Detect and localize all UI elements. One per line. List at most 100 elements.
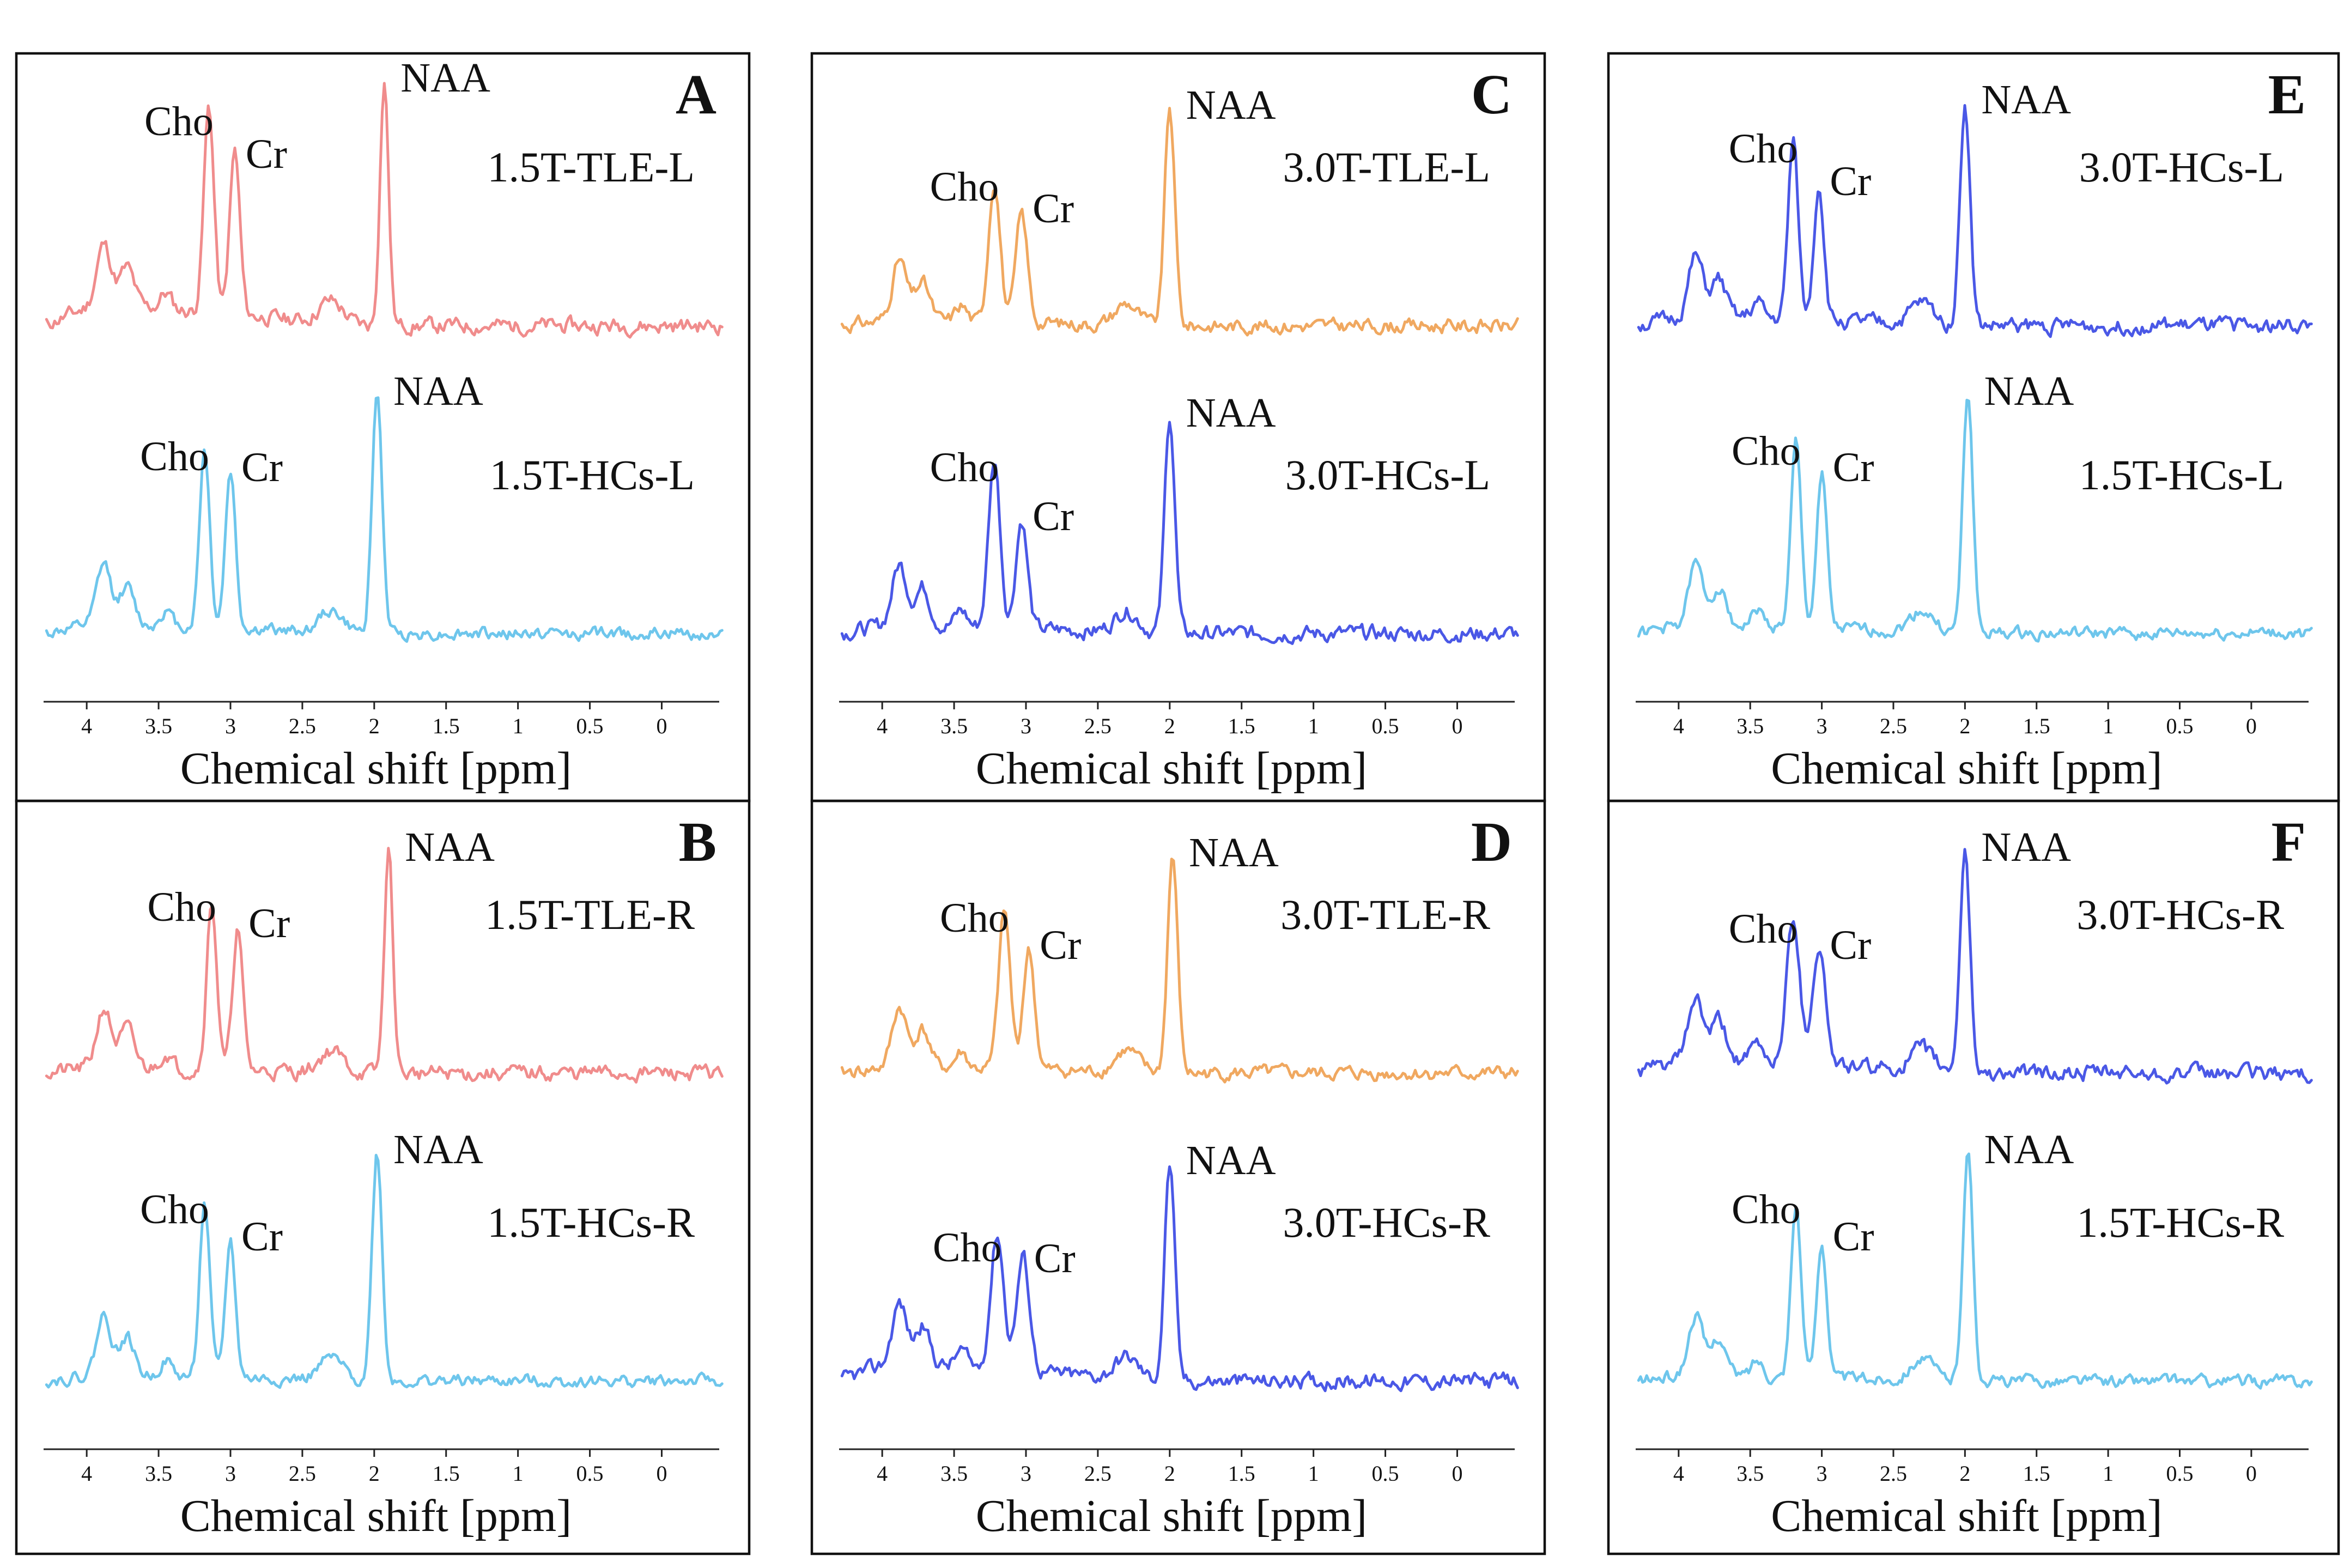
peak-label-cho: Cho <box>940 895 1009 941</box>
x-tick-label: 1 <box>2103 1461 2114 1486</box>
x-tick-label: 2 <box>369 1461 380 1486</box>
series-label: 1.5T-TLE-R <box>485 891 695 938</box>
x-tick-label: 1.5 <box>2023 1461 2050 1486</box>
x-tick-label: 3 <box>1021 1461 1031 1486</box>
spectrum-trace-3.0T-HCs-R <box>1637 848 2313 1085</box>
peak-label-naa: NAA <box>1981 77 2071 123</box>
peak-label-cho: Cho <box>147 884 216 930</box>
series-label: 1.5T-HCs-L <box>2079 451 2284 499</box>
x-axis-title: Chemical shift [ppm] <box>180 1491 572 1541</box>
spectrum-trace-3.0T-HCs-L <box>840 421 1519 645</box>
x-tick-label: 0 <box>1452 1461 1462 1486</box>
x-tick-label: 1 <box>513 1461 524 1486</box>
peak-label-cr: Cr <box>246 131 287 177</box>
x-tick-label: 2 <box>1959 1461 1970 1486</box>
panel-C: 4 3.5 3 2.5 2 1.5 1 0.5 0 Chemical shift [ppm] C 3.… <box>810 52 1546 803</box>
x-tick-label: 2.5 <box>1880 1461 1907 1486</box>
peak-label-cho: Cho <box>930 164 999 210</box>
x-tick-label: 3.5 <box>940 1461 968 1486</box>
peak-label-cho: Cho <box>144 99 214 144</box>
panel-frame <box>1607 799 2340 1555</box>
peak-label-cho: Cho <box>933 1225 1002 1271</box>
series-label: 3.0T-TLE-L <box>1283 143 1490 191</box>
series-label: 3.0T-HCs-R <box>2076 891 2284 938</box>
x-axis-title: Chemical shift [ppm] <box>1771 1491 2163 1541</box>
x-tick-label: 0.5 <box>1372 714 1399 738</box>
peak-label-cr: Cr <box>1830 159 1871 204</box>
spectrum-trace-1.5T-TLE-L <box>45 82 724 339</box>
x-tick-label: 0 <box>2246 714 2257 738</box>
x-tick-label: 1 <box>513 714 524 738</box>
x-tick-label: 3.5 <box>1736 1461 1764 1486</box>
peak-label-naa: NAA <box>1186 390 1276 436</box>
peak-label-cho: Cho <box>1729 906 1798 952</box>
x-tick-label: 2 <box>1959 714 1970 738</box>
x-tick-label: 2.5 <box>289 714 316 738</box>
x-tick-label: 3 <box>1817 714 1827 738</box>
series-label: 3.0T-TLE-R <box>1280 891 1490 938</box>
x-tick-label: 0.5 <box>576 1461 604 1486</box>
peak-label-naa: NAA <box>1186 82 1276 128</box>
peak-label-naa: NAA <box>1984 368 2074 414</box>
x-tick-label: 3 <box>1817 1461 1827 1486</box>
peak-label-naa: NAA <box>400 55 490 101</box>
x-tick-label: 0 <box>1452 714 1462 738</box>
x-axis-title: Chemical shift [ppm] <box>976 743 1368 794</box>
peak-label-cho: Cho <box>140 434 209 479</box>
x-tick-label: 1.5 <box>2023 714 2050 738</box>
x-tick-label: 0 <box>2246 1461 2257 1486</box>
x-tick-label: 3.5 <box>940 714 968 738</box>
panel-D: 4 3.5 3 2.5 2 1.5 1 0.5 0 Chemical shift [ppm] D 3.… <box>810 799 1546 1555</box>
panel-A: 4 3.5 3 2.5 2 1.5 1 0.5 0 Chemical shift [ppm] A 1.… <box>15 52 751 803</box>
panel-B: 4 3.5 3 2.5 2 1.5 1 0.5 0 Chemical shift [ppm] B 1.… <box>15 799 751 1555</box>
spectrum-trace-3.0T-TLE-L <box>840 107 1519 337</box>
x-axis-title: Chemical shift [ppm] <box>1771 743 2163 794</box>
x-tick-label: 0 <box>656 1461 667 1486</box>
x-tick-label: 4 <box>877 714 888 738</box>
panel-letter: B <box>679 811 716 873</box>
peak-label-naa: NAA <box>393 1127 483 1172</box>
spectrum-trace-1.5T-HCs-L <box>45 396 724 643</box>
x-tick-label: 0.5 <box>1372 1461 1399 1486</box>
peak-label-cr: Cr <box>241 1214 283 1260</box>
spectrum-trace-3.0T-HCs-L <box>1637 104 2313 338</box>
peak-label-naa: NAA <box>1189 830 1279 876</box>
peak-label-cho: Cho <box>1729 126 1798 172</box>
spectrum-trace-1.5T-HCs-R <box>1637 1152 2313 1390</box>
peak-label-cho: Cho <box>140 1187 209 1232</box>
panel-frame <box>810 799 1546 1555</box>
peak-label-cr: Cr <box>1833 1214 1874 1260</box>
peak-label-cr: Cr <box>248 901 290 946</box>
panel-letter: C <box>1471 63 1512 126</box>
spectrum-trace-3.0T-TLE-R <box>840 858 1519 1084</box>
x-tick-label: 4 <box>81 714 92 738</box>
series-label: 3.0T-HCs-L <box>1285 451 1490 499</box>
x-tick-label: 2.5 <box>289 1461 316 1486</box>
x-tick-label: 1.5 <box>1228 714 1255 738</box>
peak-label-naa: NAA <box>1186 1138 1276 1183</box>
x-axis-title: Chemical shift [ppm] <box>180 743 572 794</box>
x-tick-label: 0.5 <box>2166 1461 2194 1486</box>
x-tick-label: 4 <box>877 1461 888 1486</box>
spectrum-trace-1.5T-HCs-R <box>45 1153 724 1389</box>
peak-label-naa: NAA <box>1981 824 2071 870</box>
series-label: 3.0T-HCs-R <box>1283 1199 1490 1246</box>
x-tick-label: 2.5 <box>1880 714 1907 738</box>
x-tick-label: 4 <box>81 1461 92 1486</box>
peak-label-cho: Cho <box>1732 1187 1801 1232</box>
x-tick-label: 1.5 <box>433 1461 460 1486</box>
panel-E: 4 3.5 3 2.5 2 1.5 1 0.5 0 Chemical shift [ppm] E 3.… <box>1607 52 2340 803</box>
x-tick-label: 1.5 <box>1228 1461 1255 1486</box>
series-label: 1.5T-HCs-R <box>487 1199 695 1246</box>
x-tick-label: 2.5 <box>1084 1461 1112 1486</box>
series-label: 3.0T-HCs-L <box>2079 143 2284 191</box>
x-tick-label: 1 <box>2103 714 2114 738</box>
x-tick-label: 3 <box>225 714 236 738</box>
peak-label-cr: Cr <box>1830 922 1871 968</box>
x-tick-label: 2 <box>1164 714 1175 738</box>
x-tick-label: 2 <box>369 714 380 738</box>
x-tick-label: 0.5 <box>576 714 604 738</box>
panel-frame <box>15 799 751 1555</box>
x-tick-label: 3 <box>1021 714 1031 738</box>
